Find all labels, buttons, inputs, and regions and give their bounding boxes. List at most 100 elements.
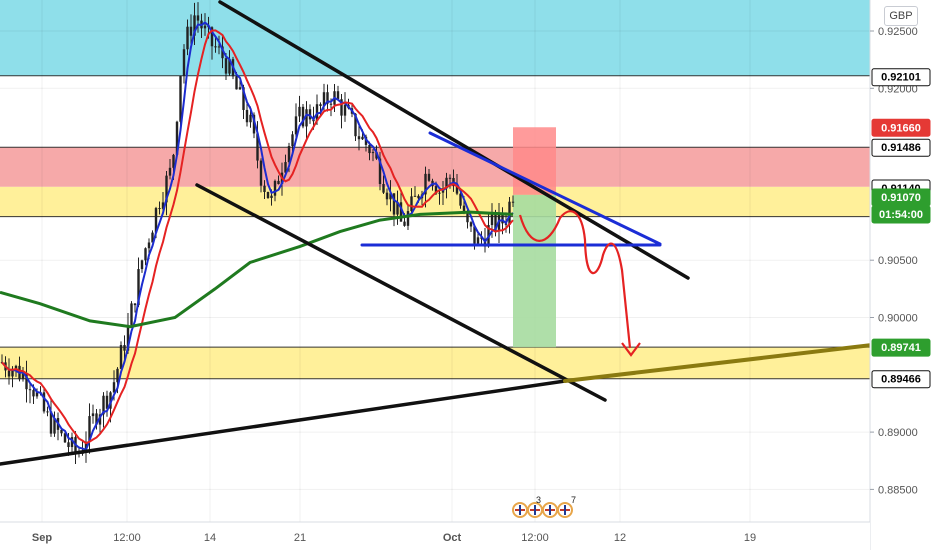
candle-body (438, 192, 441, 194)
candle-body (354, 113, 357, 137)
time-tick-label: 21 (294, 532, 306, 544)
candle-body (413, 195, 417, 197)
candle-body (210, 27, 214, 47)
time-tick-label: 19 (744, 532, 756, 544)
rising-trendline (0, 379, 567, 466)
candle-body (462, 205, 466, 212)
candle-body (165, 175, 168, 203)
zones-layer (0, 0, 870, 380)
candle-body (105, 395, 109, 409)
candle-body (112, 382, 116, 393)
price-tag-label: 0.91070 (881, 192, 921, 204)
candle-body (406, 211, 410, 226)
candle-body (343, 104, 347, 116)
price-tick-label: 0.90500 (878, 255, 918, 267)
candle-body (294, 116, 298, 135)
price-tag-label: 01:54:00 (879, 209, 923, 221)
candle-body (126, 324, 130, 351)
price-tag-box (871, 338, 931, 357)
candle-body (186, 26, 189, 50)
candle-body (119, 345, 123, 369)
candle-body (434, 186, 438, 194)
price-tag-label: 0.89466 (881, 374, 921, 386)
candle-body (336, 91, 340, 100)
candle-body (326, 92, 329, 104)
candle-body (319, 104, 322, 106)
candle-body (245, 109, 249, 123)
candle-body (203, 25, 207, 29)
price-tag-box (871, 205, 931, 224)
candle-body (427, 173, 431, 181)
price-tag-label: 0.91486 (881, 142, 921, 154)
candle-body (249, 114, 252, 123)
candle-body (382, 183, 385, 193)
candle-body (266, 191, 270, 199)
candle-body (378, 158, 382, 184)
candle-body (329, 103, 333, 105)
candle-body (392, 193, 396, 215)
candle-body (252, 114, 256, 134)
support-zone-yellow-lower (0, 347, 870, 379)
candle-body (98, 414, 102, 425)
candle-body (217, 46, 221, 48)
candle-body (284, 162, 287, 173)
candle-body (410, 196, 413, 212)
candle-body (273, 180, 277, 196)
candle-body (399, 202, 403, 222)
candle-body (459, 193, 462, 206)
candle-body (235, 76, 238, 90)
candle-body (123, 345, 126, 351)
price-tag-box (871, 370, 931, 389)
candle-body (263, 185, 266, 192)
price-axis-panel (870, 0, 932, 550)
candle-body (403, 221, 406, 226)
candle-body (494, 214, 497, 232)
take-profit-box (513, 194, 556, 348)
channel-lower-line (195, 183, 607, 402)
resistance-zone-red (0, 147, 870, 187)
candle-body (228, 59, 231, 74)
moving-average-red (1, 29, 514, 445)
moving-average-blue (1, 21, 514, 452)
candle-body (417, 195, 420, 199)
candle-body (224, 58, 228, 74)
candle-body (291, 134, 294, 147)
candle-body (35, 392, 39, 397)
time-tick-label: 12:00 (113, 532, 141, 544)
candle-body (42, 392, 46, 412)
candle-body (182, 49, 186, 77)
candle-body (179, 76, 182, 122)
price-tick-label: 0.89000 (878, 427, 918, 439)
candle-body (196, 15, 200, 21)
candle-body (11, 369, 14, 377)
candle-body (140, 260, 144, 270)
candle-body (473, 226, 476, 244)
candle-body (32, 390, 35, 397)
price-tags-layer: 0.921010.916600.914860.911400.9107001:54… (871, 68, 931, 389)
candle-body (389, 193, 392, 200)
price-tick-label: 0.92500 (878, 26, 918, 38)
candle-body (144, 248, 147, 261)
triangle-upper-line (428, 131, 662, 246)
forecast-arrowhead (621, 342, 641, 357)
candle-body (7, 370, 11, 377)
forecast-path (518, 210, 632, 349)
candle-body (301, 106, 305, 127)
candle-body (361, 136, 364, 140)
candle-body (49, 411, 53, 434)
candle-body (445, 177, 448, 189)
currency-badge[interactable]: GBP (884, 6, 918, 26)
candle-body (375, 152, 378, 159)
candle-body (469, 222, 473, 227)
price-tag-box (871, 68, 931, 87)
candle-body (137, 269, 140, 306)
candle-body (158, 208, 161, 210)
candle-body (46, 411, 49, 413)
candle-body (455, 185, 459, 194)
candle-body (357, 136, 361, 140)
candle-body (53, 418, 56, 434)
event-count-label: 3 (536, 495, 541, 505)
candle-body (63, 433, 67, 443)
